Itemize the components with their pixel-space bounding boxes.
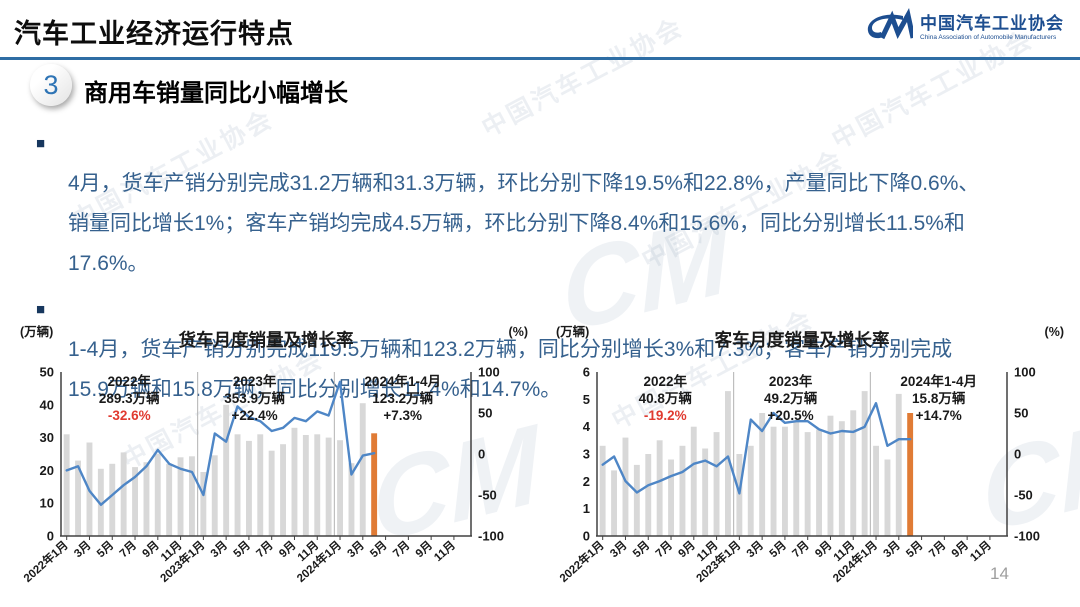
svg-text:-100: -100 <box>478 529 504 544</box>
svg-text:0: 0 <box>1014 447 1021 462</box>
bullet-text: 1-4月，货车产销分别完成119.5万辆和123.2万辆，同比分别增长3%和7.… <box>68 338 953 401</box>
charts-row: 货车月度销量及增长率 (万辆) (%) 0 10 20 30 40 50 -100 -50 0 50 10… <box>14 318 1070 605</box>
svg-text:4: 4 <box>583 419 591 434</box>
svg-text:2: 2 <box>583 474 590 489</box>
svg-text:2024年1-4月: 2024年1-4月 <box>364 373 441 389</box>
svg-text:-100: -100 <box>1014 529 1040 544</box>
svg-text:(%): (%) <box>1045 325 1064 339</box>
cama-logo: 中国汽车工业协会 China Association of Automobile… <box>859 7 1064 50</box>
svg-text:15.8万辆: 15.8万辆 <box>912 390 966 406</box>
svg-text:(万辆): (万辆) <box>20 324 53 339</box>
svg-text:7月: 7月 <box>390 539 412 561</box>
svg-text:100: 100 <box>478 365 500 380</box>
svg-text:9月: 9月 <box>140 539 162 561</box>
svg-text:-50: -50 <box>1014 488 1033 503</box>
svg-text:-32.6%: -32.6% <box>108 408 151 423</box>
svg-text:2023年: 2023年 <box>233 373 277 389</box>
svg-text:50: 50 <box>40 365 54 380</box>
svg-text:5月: 5月 <box>231 539 253 561</box>
svg-text:5月: 5月 <box>630 539 652 561</box>
svg-text:30: 30 <box>40 430 54 445</box>
svg-text:5月: 5月 <box>94 539 116 561</box>
section-number-badge: 3 <box>30 64 72 106</box>
svg-text:5月: 5月 <box>767 539 789 561</box>
svg-text:-19.2%: -19.2% <box>644 408 687 423</box>
bullet-square-icon: ■ <box>36 135 46 152</box>
svg-text:6: 6 <box>583 365 590 380</box>
svg-text:9月: 9月 <box>277 539 299 561</box>
svg-text:0: 0 <box>478 447 485 462</box>
svg-text:9月: 9月 <box>413 539 435 561</box>
svg-text:2022年: 2022年 <box>108 373 152 389</box>
bullet-square-icon: ■ <box>36 301 46 318</box>
svg-text:-50: -50 <box>478 488 497 503</box>
page-title: 汽车工业经济运行特点 <box>14 19 294 49</box>
svg-text:3月: 3月 <box>345 539 367 561</box>
svg-text:2023年: 2023年 <box>769 373 813 389</box>
svg-text:+14.7%: +14.7% <box>916 408 962 423</box>
svg-text:+22.4%: +22.4% <box>232 408 278 423</box>
svg-text:49.2万辆: 49.2万辆 <box>764 390 818 406</box>
svg-text:50: 50 <box>1014 406 1028 421</box>
svg-text:50: 50 <box>478 406 492 421</box>
svg-text:7月: 7月 <box>653 539 675 561</box>
svg-text:2024年1-4月: 2024年1-4月 <box>900 373 977 389</box>
section-heading: 商用车销量同比小幅增长 <box>84 80 348 107</box>
svg-text:7月: 7月 <box>254 539 276 561</box>
page-number: 14 <box>990 564 1009 583</box>
bus-monthly-sales-chart: 客车月度销量及增长率 (万辆) (%) 0 1 2 3 4 5 6 -100 -50 0 50 100 202… <box>556 324 1064 585</box>
svg-text:(万辆): (万辆) <box>556 324 589 339</box>
svg-text:5月: 5月 <box>904 539 926 561</box>
svg-text:353.9万辆: 353.9万辆 <box>224 390 285 406</box>
bullet-text: 4月，货车产销分别完成31.2万辆和31.3万辆，环比分别下降19.5%和22.… <box>68 172 980 275</box>
svg-text:+20.5%: +20.5% <box>768 408 814 423</box>
svg-text:7月: 7月 <box>926 539 948 561</box>
svg-text:289.3万辆: 289.3万辆 <box>99 390 160 406</box>
bullet-list: ■ 4月，货车产销分别完成31.2万辆和31.3万辆，环比分别下降19.5%和22… <box>36 124 1066 416</box>
svg-text:11月: 11月 <box>432 539 458 565</box>
logo-name-en: China Association of Automobile Manufact… <box>920 34 1057 42</box>
svg-text:2022年: 2022年 <box>644 373 688 389</box>
svg-text:客车月度销量及增长率: 客车月度销量及增长率 <box>714 330 890 350</box>
svg-text:3: 3 <box>583 447 590 462</box>
svg-text:+7.3%: +7.3% <box>383 408 422 423</box>
svg-text:0: 0 <box>47 529 54 544</box>
header-divider <box>0 57 1080 60</box>
svg-text:(%): (%) <box>509 325 528 339</box>
svg-text:0: 0 <box>583 529 590 544</box>
svg-text:5月: 5月 <box>368 539 390 561</box>
logo-name-zh: 中国汽车工业协会 <box>920 14 1064 34</box>
svg-text:7月: 7月 <box>790 539 812 561</box>
bullet-item-april: ■ 4月，货车产销分别完成31.2万辆和31.3万辆，环比分别下降19.5%和22… <box>36 124 1066 284</box>
svg-text:10: 10 <box>40 496 54 511</box>
svg-text:3月: 3月 <box>881 539 903 561</box>
svg-text:11月: 11月 <box>968 539 994 565</box>
svg-text:2022年1月: 2022年1月 <box>20 538 70 585</box>
svg-text:40: 40 <box>40 397 54 412</box>
cama-logo-icon <box>859 7 916 50</box>
svg-text:20: 20 <box>40 463 54 478</box>
svg-text:2022年1月: 2022年1月 <box>556 538 606 585</box>
svg-text:货车月度销量及增长率: 货车月度销量及增长率 <box>179 330 354 350</box>
svg-text:123.2万辆: 123.2万辆 <box>372 390 433 406</box>
svg-text:3月: 3月 <box>608 539 630 561</box>
svg-text:3月: 3月 <box>744 539 766 561</box>
svg-text:5: 5 <box>583 392 590 407</box>
svg-text:100: 100 <box>1014 365 1036 380</box>
svg-text:9月: 9月 <box>813 539 835 561</box>
truck-monthly-sales-chart: 货车月度销量及增长率 (万辆) (%) 0 10 20 30 40 50 -100 -50 0 50 10… <box>20 324 528 585</box>
svg-text:1: 1 <box>583 501 590 516</box>
svg-text:7月: 7月 <box>117 539 139 561</box>
svg-text:3月: 3月 <box>72 539 94 561</box>
bullet-item-jan-apr: ■ 1-4月，货车产销分别完成119.5万辆和123.2万辆，同比分别增长3%和7… <box>36 290 1066 410</box>
svg-text:9月: 9月 <box>676 539 698 561</box>
svg-text:40.8万辆: 40.8万辆 <box>639 390 693 406</box>
svg-text:9月: 9月 <box>949 539 971 561</box>
svg-text:3月: 3月 <box>208 539 230 561</box>
